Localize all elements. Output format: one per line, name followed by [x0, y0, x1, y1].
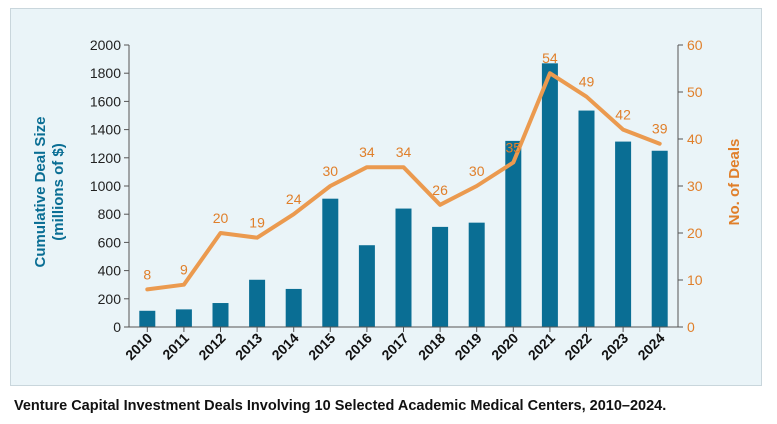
deals-label-2010: 8 [143, 266, 151, 282]
deals-label-2023: 42 [615, 107, 631, 123]
left-tick-label: 2000 [90, 37, 121, 53]
bar-2012 [212, 303, 229, 327]
left-tick-label: 1200 [90, 150, 121, 166]
left-tick-label: 200 [98, 291, 122, 307]
deals-label-2012: 20 [213, 210, 229, 226]
x-tick-label: 2012 [195, 330, 228, 363]
right-tick-label: 40 [687, 131, 703, 147]
figure-caption: Venture Capital Investment Deals Involvi… [14, 398, 667, 414]
bar-2011 [175, 309, 192, 327]
x-tick-label: 2013 [232, 330, 265, 363]
left-tick-label: 600 [98, 234, 122, 250]
right-tick-label: 30 [687, 178, 703, 194]
left-tick-label: 1000 [90, 178, 121, 194]
deals-label-2015: 30 [323, 163, 339, 179]
bars [139, 63, 668, 328]
bar-2024 [651, 150, 668, 327]
deals-label-2013: 19 [249, 215, 265, 231]
left-tick-label: 1800 [90, 65, 121, 81]
deals-label-2016: 34 [359, 144, 375, 160]
x-tick-label: 2021 [525, 330, 558, 363]
bar-2017 [395, 208, 412, 327]
left-tick-label: 400 [98, 263, 122, 279]
right-tick-label: 0 [687, 319, 695, 335]
left-tick-label: 1400 [90, 122, 121, 138]
deals-label-2020: 35 [506, 140, 522, 156]
axis-titles: Cumulative Deal Size(millions of $) No. o… [32, 117, 743, 268]
bar-2018 [432, 226, 449, 327]
axes [128, 45, 679, 328]
x-axis-ticks: 2010 2011 2012 2013 2014 2015 2016 2017 2018 2019… [122, 327, 668, 363]
bar-2020 [505, 140, 522, 327]
x-tick-label: 2020 [488, 330, 521, 363]
left-axis-title: Cumulative Deal Size(millions of $) [32, 117, 67, 268]
x-tick-label: 2019 [451, 330, 484, 363]
deals-label-2018: 26 [432, 182, 448, 198]
data-labels: 8 9 20 19 24 30 34 34 26 30 35 54 49 42 39 [143, 50, 667, 282]
bar-2015 [322, 198, 339, 327]
chart: 0 200 400 600 800 1000 1200 1400 1600 1800 2000 0 1… [32, 37, 743, 363]
deals-label-2024: 39 [652, 121, 668, 137]
bar-2019 [468, 222, 485, 327]
bar-2013 [249, 279, 266, 327]
bar-2016 [358, 245, 375, 327]
deals-label-2021: 54 [542, 50, 558, 66]
left-tick-label: 0 [113, 319, 121, 335]
right-tick-label: 50 [687, 84, 703, 100]
left-axis-ticks: 0 200 400 600 800 1000 1200 1400 1600 1800 2000 [90, 37, 129, 335]
x-tick-label: 2023 [598, 330, 631, 363]
bar-2010 [139, 310, 156, 327]
bar-2021 [541, 63, 558, 328]
x-tick-label: 2024 [634, 330, 667, 363]
bar-2014 [285, 288, 302, 327]
right-tick-label: 20 [687, 225, 703, 241]
left-tick-label: 1600 [90, 93, 121, 109]
right-tick-label: 60 [687, 37, 703, 53]
right-tick-label: 10 [687, 272, 703, 288]
x-tick-label: 2014 [268, 330, 301, 363]
x-tick-label: 2018 [415, 330, 448, 363]
left-tick-label: 800 [98, 206, 122, 222]
deals-label-2011: 9 [180, 262, 188, 278]
x-tick-label: 2015 [305, 330, 338, 363]
deals-label-2019: 30 [469, 163, 485, 179]
x-tick-label: 2010 [122, 330, 155, 363]
right-axis-title: No. of Deals [726, 139, 743, 226]
deals-label-2017: 34 [396, 144, 412, 160]
x-tick-label: 2022 [561, 330, 594, 363]
deals-label-2022: 49 [579, 74, 595, 90]
deals-line-group [145, 71, 662, 292]
bar-2023 [615, 141, 632, 327]
x-tick-label: 2017 [378, 330, 411, 363]
x-tick-label: 2016 [342, 330, 375, 363]
deals-label-2014: 24 [286, 191, 302, 207]
x-tick-label: 2011 [159, 330, 192, 363]
right-axis-ticks: 0 10 20 30 40 50 60 [678, 37, 703, 335]
figure-panel: 0 200 400 600 800 1000 1200 1400 1600 1800 2000 0 1… [10, 8, 762, 386]
bar-2022 [578, 110, 595, 327]
